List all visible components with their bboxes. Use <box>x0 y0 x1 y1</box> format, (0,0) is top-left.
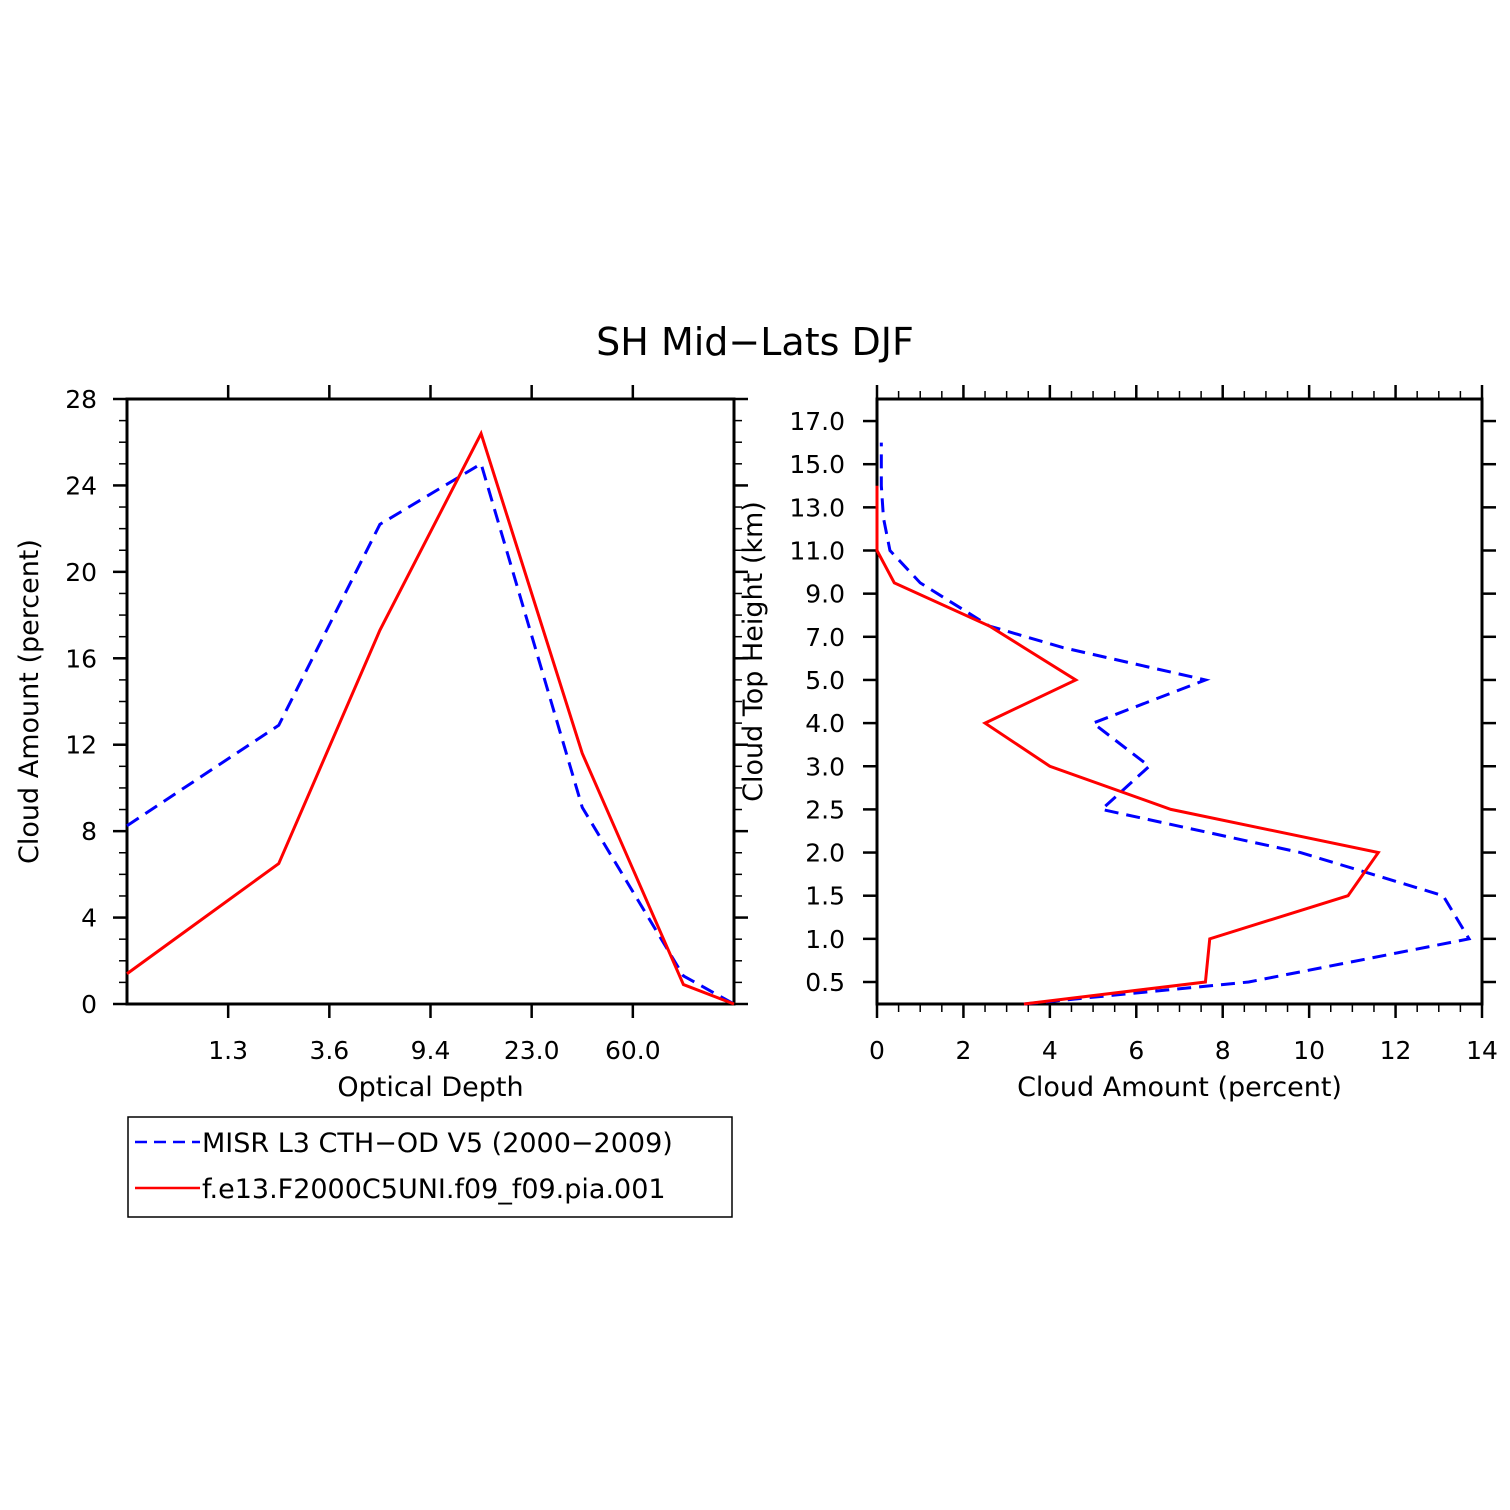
x-tick-label: 8 <box>1215 1036 1231 1065</box>
legend-box <box>127 1116 733 1218</box>
legend: MISR L3 CTH−OD V5 (2000−2009) f.e13.F200… <box>127 1116 733 1218</box>
y-tick-label: 1.0 <box>805 925 845 954</box>
y-tick-label: 1.5 <box>805 882 845 911</box>
plot-frame-left <box>125 397 736 1006</box>
legend-label-model: f.e13.F2000C5UNI.f09_f09.pia.001 <box>202 1174 666 1205</box>
y-tick-label: 11.0 <box>789 537 845 566</box>
x-axis-label: Optical Depth <box>337 1072 523 1103</box>
y-tick-label: 28 <box>65 385 97 414</box>
x-tick-label: 0 <box>869 1036 885 1065</box>
plot-frame-right <box>875 397 1484 1006</box>
y-axis-label: Cloud Amount (percent) <box>14 539 45 864</box>
y-tick-label: 15.0 <box>789 450 845 479</box>
y-tick-label: 0 <box>81 990 97 1019</box>
series-line-misr <box>126 461 735 1006</box>
y-tick-label: 24 <box>65 471 97 500</box>
x-tick-label: 60.0 <box>605 1036 661 1065</box>
y-tick-label: 2.5 <box>805 795 845 824</box>
y-tick-label: 5.0 <box>805 666 845 695</box>
x-tick-label: 10 <box>1293 1036 1325 1065</box>
x-tick-label: 4 <box>1042 1036 1058 1065</box>
x-tick-label: 3.6 <box>309 1036 349 1065</box>
y-axis-label: Cloud Top Height (km) <box>738 501 769 802</box>
x-tick-label: 9.4 <box>411 1036 451 1065</box>
y-tick-label: 9.0 <box>805 580 845 609</box>
x-axis-label: Cloud Amount (percent) <box>1017 1072 1342 1103</box>
figure-title: SH Mid−Lats DJF <box>596 320 914 364</box>
series-line-model <box>875 485 1381 1006</box>
y-tick-label: 13.0 <box>789 493 845 522</box>
y-tick-label: 4.0 <box>805 709 845 738</box>
y-tick-label: 4 <box>81 904 97 933</box>
x-tick-label: 12 <box>1380 1036 1412 1065</box>
y-tick-label: 8 <box>81 817 97 846</box>
cloud-top-height-panel: 0 2 4 6 8 10 12 14 0.5 1.0 1.5 2.0 2.5 3.0 4.0 5.0 7.0 9.… <box>738 385 1498 1103</box>
y-tick-label: 20 <box>65 558 97 587</box>
x-tick-label: 2 <box>955 1036 971 1065</box>
legend-label-misr: MISR L3 CTH−OD V5 (2000−2009) <box>202 1128 673 1159</box>
x-tick-label: 14 <box>1466 1036 1498 1065</box>
x-tick-label: 6 <box>1128 1036 1144 1065</box>
x-tick-label: 23.0 <box>504 1036 560 1065</box>
y-tick-label: 12 <box>65 731 97 760</box>
y-tick-label: 7.0 <box>805 623 845 652</box>
optical-depth-panel: 0 4 8 12 16 20 24 28 1.3 3.6 9.4 23.0 60.0 Optical De… <box>14 385 748 1103</box>
y-tick-label: 2.0 <box>805 839 845 868</box>
series-line-misr <box>879 442 1472 1006</box>
y-tick-label: 17.0 <box>789 407 845 436</box>
y-tick-label: 16 <box>65 644 97 673</box>
y-tick-label: 3.0 <box>805 752 845 781</box>
x-tick-label: 1.3 <box>208 1036 248 1065</box>
y-tick-label: 0.5 <box>805 968 845 997</box>
series-line-model <box>126 429 735 1006</box>
